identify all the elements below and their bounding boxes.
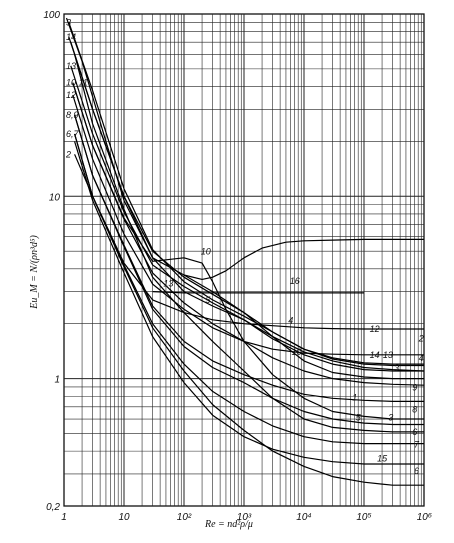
curve-label-left: 13 bbox=[66, 61, 76, 71]
curve-16 bbox=[183, 238, 424, 280]
curve-8 bbox=[74, 114, 424, 426]
curve-label: 6 bbox=[412, 427, 417, 437]
y-axis-label: Eu_M = N/(ρn³d⁵) bbox=[29, 235, 40, 310]
x-tick-label: 10⁴ bbox=[296, 512, 311, 523]
curve-label: 2 bbox=[418, 333, 424, 343]
curve-label-left: 8,9 bbox=[66, 110, 79, 120]
curve-label: 10 bbox=[291, 347, 301, 357]
curve-label: 9 bbox=[412, 383, 417, 393]
curve-7 bbox=[74, 133, 424, 445]
curve-label: 3 bbox=[394, 363, 399, 373]
y-tick-label: 0,2 bbox=[46, 502, 60, 513]
curve-label-left: 14 bbox=[66, 32, 76, 42]
curve-12 bbox=[72, 94, 424, 356]
y-tick-label: 10 bbox=[49, 192, 61, 203]
curve-label: 16 bbox=[290, 276, 300, 286]
x-axis-label: Re = nd²ρ/μ bbox=[204, 519, 253, 530]
curve-label: 5 bbox=[205, 295, 211, 305]
curve-14 bbox=[68, 36, 424, 367]
curve-label: 4 bbox=[419, 353, 424, 363]
curve-label: 6 bbox=[414, 466, 419, 476]
y-tick-label: 1 bbox=[54, 375, 60, 386]
curve-label: 4 bbox=[288, 316, 293, 326]
curve-9 bbox=[74, 114, 424, 402]
curve-10 bbox=[72, 82, 424, 420]
x-tick-label: 10 bbox=[118, 512, 130, 523]
curve-label: 13 bbox=[163, 279, 173, 289]
curve-label: 10 bbox=[201, 246, 211, 256]
curve-label: 12 bbox=[370, 324, 380, 334]
curve-label: 13 bbox=[383, 350, 393, 360]
curve-label: 5 bbox=[356, 412, 362, 422]
curve-1 bbox=[65, 17, 424, 380]
y-tick-label: 100 bbox=[43, 10, 60, 21]
curve-label: 7 bbox=[414, 439, 420, 449]
x-tick-label: 10⁵ bbox=[356, 512, 371, 523]
curve-6 bbox=[74, 133, 424, 486]
curve-11 bbox=[72, 82, 425, 386]
curve-label-left: 3 bbox=[66, 17, 71, 27]
x-tick-label: 10⁶ bbox=[417, 512, 432, 523]
curve-15 bbox=[74, 141, 424, 465]
curve-2 bbox=[74, 154, 424, 330]
curve-label-left: 2 bbox=[65, 149, 71, 159]
curve-label: 15 bbox=[377, 454, 388, 464]
x-tick-label: 10² bbox=[177, 512, 192, 523]
curve-label: 8 bbox=[412, 405, 417, 415]
curves bbox=[65, 17, 425, 486]
x-tick-label: 1 bbox=[61, 512, 67, 523]
curve-label: 1 bbox=[352, 392, 357, 402]
curve-3 bbox=[68, 22, 424, 365]
curve-13 bbox=[70, 65, 424, 372]
curve-label-left: 10,11 bbox=[66, 78, 88, 88]
x-tick-label: 10³ bbox=[237, 512, 252, 523]
curve-16-flat bbox=[152, 291, 364, 294]
curve-label: 3 bbox=[388, 412, 393, 422]
curve-label-left: 6,7 bbox=[66, 129, 80, 139]
curve-5 bbox=[74, 54, 424, 433]
curve-label-left: 12 bbox=[66, 90, 76, 100]
curve-label: 14 bbox=[370, 350, 380, 360]
